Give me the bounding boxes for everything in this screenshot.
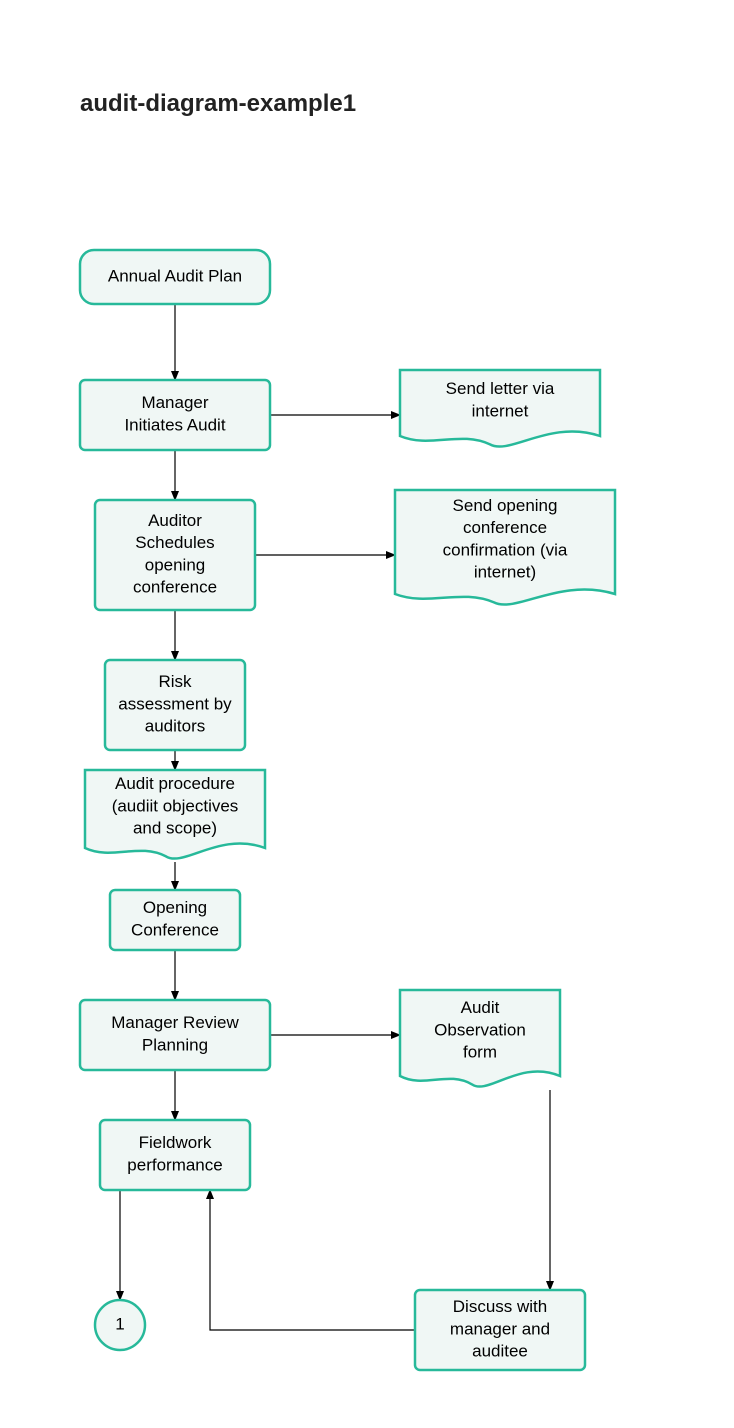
- n13-label-line-1: manager and: [450, 1319, 550, 1338]
- n4-label-line-0: Auditor: [148, 511, 202, 530]
- n6-label-line-0: Risk: [158, 672, 192, 691]
- n7-label-line-1: (audiit objectives: [112, 796, 239, 815]
- n3-label-line-1: internet: [472, 401, 529, 420]
- node-n13: Discuss with manager and auditee: [415, 1290, 585, 1370]
- node-n3: Send letter via internet: [400, 370, 600, 447]
- n5-label-line-1: conference: [463, 518, 547, 537]
- node-n7: Audit procedure (audiit objectives and sco…: [85, 770, 265, 859]
- n12-label-line-0: 1: [115, 1314, 124, 1333]
- node-n6: Risk assessment by auditors: [105, 660, 245, 750]
- node-n9: Manager Review Planning: [80, 1000, 270, 1070]
- n4-label-line-3: conference: [133, 577, 217, 596]
- n11-label-line-0: Fieldwork: [139, 1133, 212, 1152]
- n2-label-line-1: Initiates Audit: [124, 415, 225, 434]
- n11-label-line-1: performance: [127, 1155, 222, 1174]
- node-n1: Annual Audit Plan: [80, 250, 270, 304]
- n10-label-line-2: form: [463, 1042, 497, 1061]
- n13-label-line-2: auditee: [472, 1341, 528, 1360]
- n2-label-line-0: Manager: [141, 393, 208, 412]
- n6-label-line-1: assessment by: [118, 694, 232, 713]
- node-n4: Auditor Schedules opening conference: [95, 500, 255, 610]
- n4-label-line-1: Schedules: [135, 533, 214, 552]
- n13-label-line-0: Discuss with: [453, 1297, 547, 1316]
- node-n2: Manager Initiates Audit: [80, 380, 270, 450]
- page-title: audit-diagram-example1: [80, 90, 356, 118]
- n5-label-line-0: Send opening: [453, 496, 558, 515]
- n7-label-line-0: Audit procedure: [115, 774, 235, 793]
- n8-label-line-1: Conference: [131, 920, 219, 939]
- n5-label-line-2: confirmation (via: [443, 540, 568, 559]
- node-n5: Send opening conference confirmation (via i…: [395, 490, 615, 605]
- flowchart-diagram: Annual Audit Plan Manager Initiates Audit S…: [0, 0, 734, 1423]
- node-n8: Opening Conference: [110, 890, 240, 950]
- node-n12: 1: [95, 1300, 145, 1350]
- node-n10: Audit Observation form: [400, 990, 560, 1087]
- n8-label-line-0: Opening: [143, 898, 207, 917]
- n4-label-line-2: opening: [145, 555, 206, 574]
- n10-label-line-1: Observation: [434, 1020, 526, 1039]
- n10-label-line-0: Audit: [461, 998, 500, 1017]
- n3-label-line-0: Send letter via: [446, 379, 555, 398]
- edge-n13-n11: [210, 1190, 415, 1330]
- n5-label-line-3: internet): [474, 562, 536, 581]
- n1-label-line-0: Annual Audit Plan: [108, 266, 242, 285]
- n9-label-line-1: Planning: [142, 1035, 208, 1054]
- n6-label-line-2: auditors: [145, 716, 205, 735]
- n7-label-line-2: and scope): [133, 818, 217, 837]
- node-n11: Fieldwork performance: [100, 1120, 250, 1190]
- n9-label-line-0: Manager Review: [111, 1013, 239, 1032]
